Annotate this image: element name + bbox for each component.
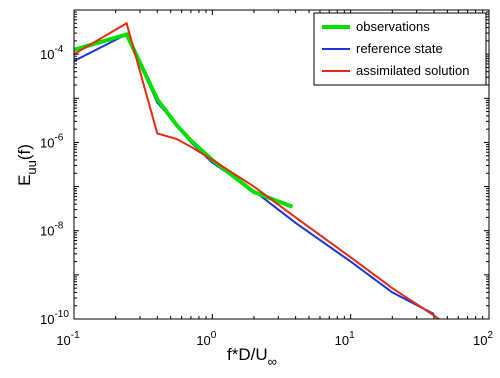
axis-labels: f*D/U∞ Euu(f) <box>15 144 277 369</box>
x-tick-label: 10-1 <box>56 330 80 348</box>
series-line-assimilated-solution <box>74 21 441 319</box>
x-tick-label: 100 <box>196 330 216 348</box>
ticks-layer: 10-1 100 101 102 10-10 10-8 10-6 10-4 <box>40 10 493 348</box>
y-tick-label: 10-6 <box>40 132 64 150</box>
y-axis-label: Euu(f) <box>15 144 39 186</box>
series-layer <box>74 21 441 319</box>
legend: observations reference state assimilated s… <box>313 12 487 86</box>
y-tick-label: 10-8 <box>40 221 64 239</box>
legend-label-assimilated-solution: assimilated solution <box>356 63 469 78</box>
x-tick-label: 102 <box>473 330 493 348</box>
legend-label-observations: observations <box>356 19 430 34</box>
y-tick-label: 10-4 <box>40 44 64 62</box>
legend-label-reference-state: reference state <box>356 41 443 56</box>
plot-area-frame <box>73 9 490 320</box>
x-tick-label: 101 <box>335 330 355 348</box>
y-tick-label: 10-10 <box>40 309 69 327</box>
x-axis-label: f*D/U∞ <box>227 345 277 369</box>
